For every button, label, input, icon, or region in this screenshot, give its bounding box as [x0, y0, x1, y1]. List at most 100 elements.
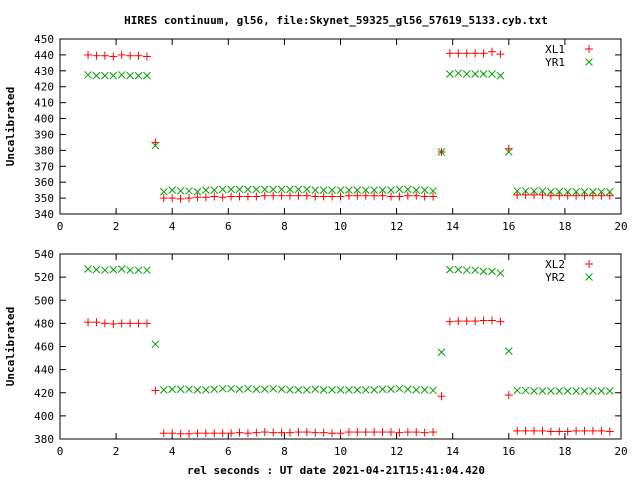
data-point-xl2: [429, 428, 438, 437]
data-point-yr2: [504, 347, 513, 355]
data-point-xl2: [496, 317, 505, 326]
data-point-yr2: [319, 386, 328, 394]
data-point-yr1: [244, 185, 252, 194]
data-point-xl1: [269, 191, 278, 200]
data-point-yr1: [563, 187, 572, 196]
data-point-yr1: [227, 185, 235, 194]
data-point-xl1: [563, 191, 572, 200]
data-point-xl1: [361, 191, 370, 200]
data-point-xl2: [185, 429, 194, 438]
data-point-yr2: [260, 385, 269, 394]
data-point-xl1: [572, 191, 581, 200]
legend-marker-yr1: [585, 58, 593, 66]
data-point-xl2: [210, 429, 219, 438]
data-point-xl2: [572, 426, 581, 435]
data-point-xl1: [134, 51, 143, 60]
data-point-xl2: [336, 429, 345, 438]
data-point-xl1: [597, 191, 606, 200]
data-point-yr1: [387, 186, 395, 194]
x-tick-label: 0: [57, 220, 64, 233]
data-point-yr2: [555, 387, 564, 395]
data-point-yr2: [235, 385, 244, 394]
data-point-yr2: [521, 386, 530, 395]
data-point-xl1: [311, 192, 320, 201]
data-point-yr1: [370, 186, 379, 194]
data-point-xl2: [92, 318, 101, 327]
data-point-yr2: [286, 386, 294, 394]
data-point-yr1: [336, 186, 345, 194]
data-point-yr1: [286, 185, 294, 194]
data-point-xl2: [386, 428, 395, 437]
data-point-yr1: [547, 187, 555, 196]
y-tick-label: 380: [34, 144, 54, 157]
data-point-yr1: [302, 185, 311, 194]
data-point-yr1: [260, 185, 269, 194]
data-point-yr2: [151, 340, 160, 349]
data-point-yr2: [168, 385, 177, 394]
data-point-yr2: [446, 265, 454, 274]
data-point-yr1: [521, 187, 530, 195]
data-point-yr1: [84, 70, 92, 79]
data-point-xl2: [597, 426, 606, 435]
series-xl1: [84, 47, 614, 203]
data-point-xl1: [471, 49, 480, 58]
data-point-xl1: [243, 192, 252, 201]
y-tick-label: 390: [34, 128, 54, 141]
data-point-xl2: [454, 317, 463, 326]
data-point-yr1: [126, 71, 134, 80]
data-point-yr2: [252, 385, 261, 394]
data-point-xl1: [218, 193, 227, 202]
data-point-yr1: [437, 148, 446, 156]
data-point-xl1: [109, 52, 118, 61]
data-point-xl2: [361, 428, 370, 437]
data-point-xl1: [185, 194, 194, 203]
data-point-yr1: [151, 141, 160, 150]
data-point-xl2: [605, 427, 614, 436]
data-point-yr1: [185, 187, 193, 195]
y-tick-label: 540: [34, 248, 54, 261]
data-point-xl1: [538, 190, 547, 199]
data-point-yr1: [361, 186, 370, 194]
data-point-yr2: [572, 387, 580, 395]
data-point-xl2: [437, 392, 446, 401]
data-point-yr1: [101, 71, 109, 80]
data-point-xl1: [142, 52, 151, 61]
data-point-yr2: [471, 266, 479, 275]
data-point-xl2: [412, 428, 421, 437]
data-point-yr2: [429, 386, 437, 395]
plot-panel-1: 340 350 360 370 380 390 400 410 420 430 440 450 0 2 4 6…: [4, 33, 628, 233]
data-point-xl2: [530, 426, 539, 435]
data-point-xl1: [319, 192, 328, 201]
data-point-xl1: [530, 190, 539, 199]
plot-frame: [59, 253, 622, 440]
data-point-yr1: [159, 187, 168, 196]
data-point-yr1: [117, 70, 126, 79]
data-point-xl2: [235, 428, 244, 437]
data-point-yr1: [471, 70, 479, 78]
x-tick-label: 12: [390, 445, 403, 458]
data-point-yr2: [395, 384, 404, 393]
data-point-yr1: [218, 185, 227, 194]
data-point-xl1: [403, 191, 412, 200]
data-point-xl2: [151, 386, 160, 395]
data-point-xl2: [479, 316, 488, 325]
data-point-xl1: [168, 194, 177, 203]
data-point-yr2: [353, 386, 362, 394]
data-point-xl1: [92, 51, 101, 60]
y-tick-label: 500: [34, 294, 54, 307]
legend-marker-xl1: [585, 45, 593, 53]
legend-label: XL2: [545, 258, 565, 271]
data-point-yr2: [193, 386, 202, 394]
data-point-yr1: [429, 187, 437, 195]
data-point-xl1: [429, 192, 438, 201]
data-point-xl2: [252, 428, 261, 437]
data-point-xl2: [311, 428, 320, 437]
data-point-xl1: [126, 51, 135, 60]
x-tick-label: 20: [614, 220, 627, 233]
data-point-yr1: [143, 71, 151, 80]
data-point-yr1: [488, 70, 496, 78]
series-xl2: [84, 316, 614, 438]
data-point-yr1: [420, 186, 429, 194]
data-point-xl2: [117, 319, 126, 328]
y-tick-label: 400: [34, 113, 54, 126]
